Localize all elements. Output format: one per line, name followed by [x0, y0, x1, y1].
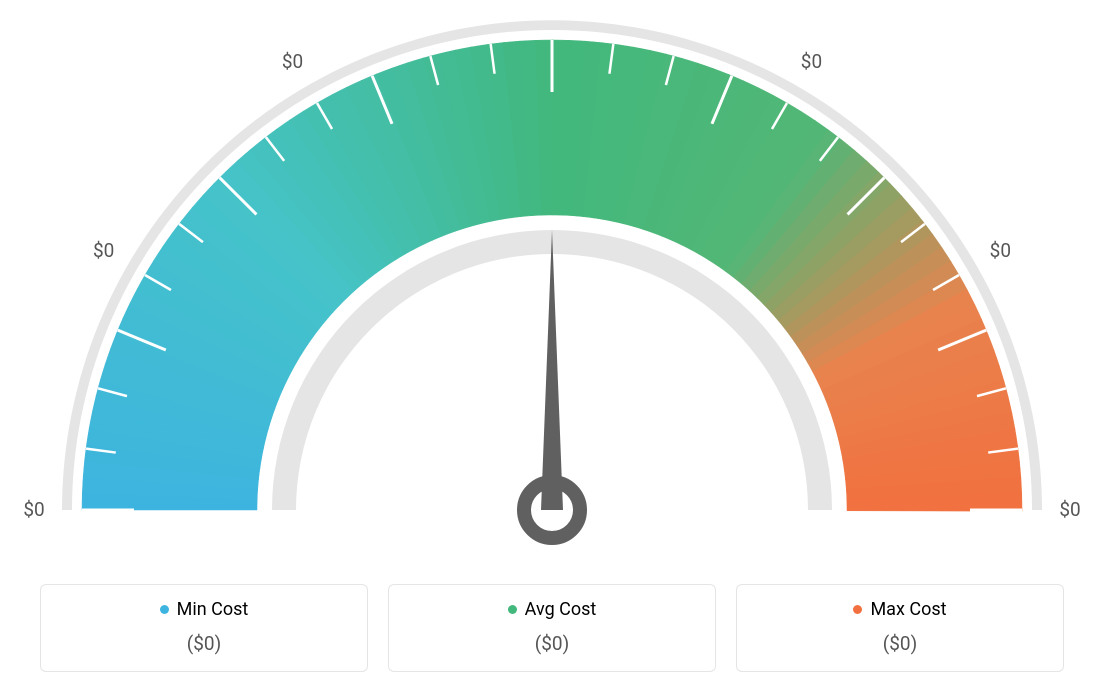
- gauge-tick-label: $0: [532, 0, 572, 3]
- legend-card-avg: Avg Cost ($0): [388, 584, 716, 672]
- legend-title-min: Min Cost: [160, 599, 249, 620]
- legend-label-min: Min Cost: [177, 599, 249, 620]
- legend-dot-max: [853, 605, 862, 614]
- gauge-infographic: $0 $0 $0 $0 $0 $0 $0 Min Cost ($0) Avg Cost ($…: [0, 0, 1104, 690]
- gauge-chart: $0 $0 $0 $0 $0 $0 $0: [0, 0, 1104, 570]
- legend-label-max: Max Cost: [870, 599, 946, 620]
- gauge-tick-label: $0: [1050, 498, 1090, 521]
- gauge-tick-label: $0: [791, 50, 831, 73]
- legend-title-max: Max Cost: [853, 599, 946, 620]
- legend-value-min: ($0): [51, 632, 357, 655]
- gauge-tick-label: $0: [273, 50, 313, 73]
- legend-value-avg: ($0): [399, 632, 705, 655]
- legend-row: Min Cost ($0) Avg Cost ($0) Max Cost ($0…: [0, 584, 1104, 672]
- gauge-tick-label: $0: [980, 239, 1020, 262]
- legend-card-max: Max Cost ($0): [736, 584, 1064, 672]
- legend-value-max: ($0): [747, 632, 1053, 655]
- legend-card-min: Min Cost ($0): [40, 584, 368, 672]
- gauge-tick-label: $0: [14, 498, 54, 521]
- legend-dot-avg: [508, 605, 517, 614]
- gauge-svg: [0, 0, 1104, 570]
- gauge-tick-label: $0: [84, 239, 124, 262]
- legend-title-avg: Avg Cost: [508, 599, 597, 620]
- legend-dot-min: [160, 605, 169, 614]
- legend-label-avg: Avg Cost: [525, 599, 597, 620]
